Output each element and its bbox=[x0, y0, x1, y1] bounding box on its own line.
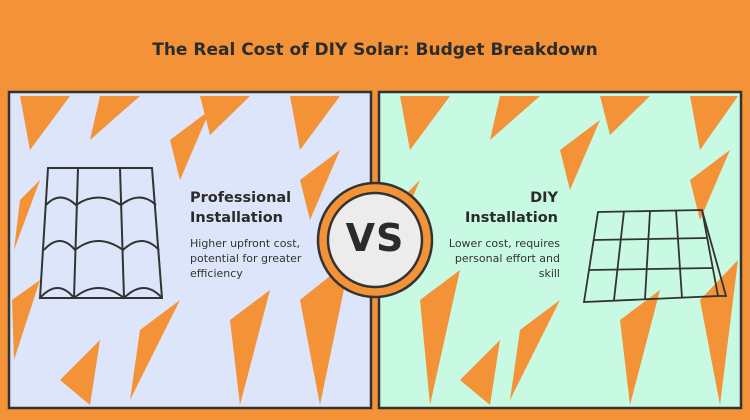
hatch-strokes bbox=[12, 96, 738, 405]
vs-label: VS bbox=[345, 216, 405, 260]
right-description: Lower cost, requires personal effort and… bbox=[448, 237, 560, 280]
left-heading: Professional Installation bbox=[190, 190, 292, 226]
title: The Real Cost of DIY Solar: Budget Break… bbox=[152, 40, 598, 60]
solar-panel-icon bbox=[582, 209, 728, 303]
left-description: Higher upfront cost, potential for great… bbox=[190, 237, 302, 280]
right-heading: DIY Installation bbox=[465, 190, 558, 226]
roof-tiles-icon bbox=[38, 167, 164, 300]
vs-circle bbox=[326, 191, 424, 289]
